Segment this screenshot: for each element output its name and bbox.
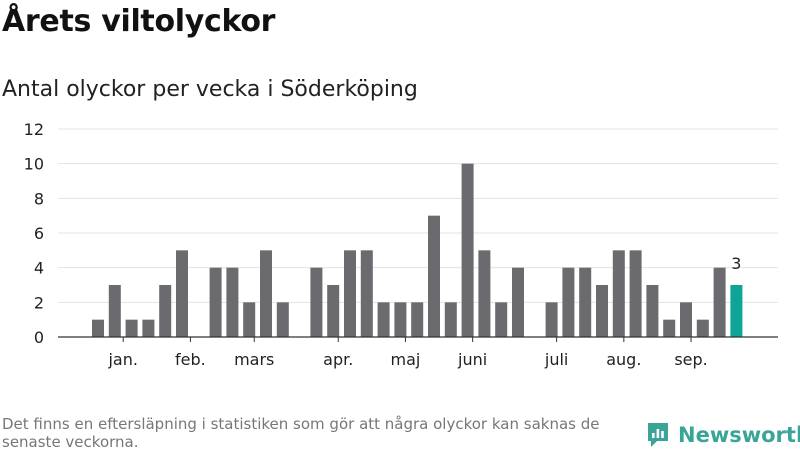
bar — [680, 302, 692, 337]
bar — [562, 267, 575, 337]
y-tick-label: 8 — [34, 189, 44, 208]
x-tick-label: apr. — [323, 350, 353, 369]
x-tick-label: juni — [457, 350, 487, 369]
y-tick-label: 6 — [34, 224, 44, 243]
bar — [310, 267, 323, 337]
x-tick-label: aug. — [606, 350, 641, 369]
bar — [377, 302, 390, 337]
bar — [125, 319, 138, 337]
bar — [478, 250, 491, 337]
bar — [243, 302, 256, 337]
bar — [176, 250, 188, 337]
x-tick-label: jan. — [107, 350, 137, 369]
bar — [360, 250, 373, 337]
page-title: Årets viltolyckor — [2, 4, 276, 39]
bar — [596, 285, 608, 337]
bar — [276, 302, 289, 337]
bar — [209, 267, 222, 337]
x-tick-label: mars — [234, 350, 274, 369]
brand-name: Newsworthy — [678, 423, 800, 447]
bar — [428, 215, 440, 337]
x-tick-label: juli — [544, 350, 568, 369]
bar — [92, 319, 104, 337]
bar — [512, 267, 524, 337]
brand-logo[interactable]: Newsworthy — [646, 420, 800, 450]
newsworthy-logo-icon — [648, 423, 668, 447]
bar — [696, 319, 709, 337]
bar — [226, 267, 239, 337]
bar — [629, 250, 642, 337]
bar — [579, 267, 592, 337]
y-tick-label: 2 — [34, 293, 44, 312]
bar — [545, 302, 558, 337]
bar-chart: 0 2 4 6 8 10 12 3 jan. feb. mars apr. maj juni juli aug… — [24, 120, 778, 369]
x-tick-label: feb. — [175, 350, 206, 369]
x-tick-label: sep. — [674, 350, 707, 369]
bar — [344, 250, 356, 337]
bar — [461, 163, 474, 337]
bar — [612, 250, 625, 337]
bar — [444, 302, 457, 337]
bar — [394, 302, 407, 337]
bar — [713, 267, 726, 337]
y-tick-label: 10 — [24, 155, 44, 174]
chart-subtitle: Antal olyckor per vecka i Söderköping — [2, 77, 418, 102]
x-tick-label: maj — [391, 350, 421, 369]
bar — [646, 285, 659, 337]
bar — [327, 285, 340, 337]
footnote: Det finns en eftersläpning i statistiken… — [2, 415, 600, 451]
y-tick-label: 4 — [34, 259, 44, 278]
bar — [108, 285, 121, 337]
bar — [495, 302, 508, 337]
data-label: 3 — [731, 254, 741, 273]
bar — [663, 319, 676, 337]
bar-highlight — [730, 285, 743, 337]
bar — [142, 319, 155, 337]
bar — [411, 302, 424, 337]
bar — [260, 250, 272, 337]
bar — [159, 285, 172, 337]
y-tick-label: 0 — [34, 328, 44, 347]
y-tick-label: 12 — [24, 120, 44, 139]
